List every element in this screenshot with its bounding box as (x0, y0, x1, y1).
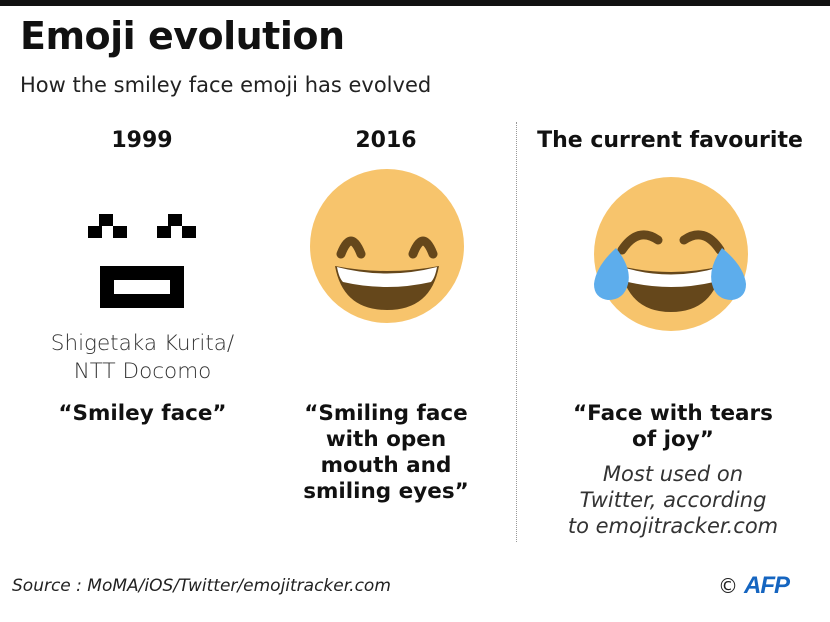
page-subtitle: How the smiley face emoji has evolved (20, 73, 432, 97)
column-divider (516, 122, 517, 542)
note-line: to emojitracker.com (567, 514, 779, 538)
note-line: Twitter, according (579, 488, 767, 512)
credit-line: NTT Docomo (73, 359, 212, 384)
name-line: with open (325, 427, 447, 452)
name-line: “Face with tears (573, 401, 773, 426)
note-line: Most used on (602, 462, 744, 486)
name-line: smiling eyes” (303, 479, 469, 504)
emoji-name-smiling-face: “Smiling face with open mouth and smilin… (282, 401, 490, 505)
column-heading-2016: 2016 (355, 128, 417, 153)
face-with-tears-of-joy-icon (594, 177, 748, 331)
source-credit: Source : MoMA/iOS/Twitter/emojitracker.c… (12, 576, 391, 596)
afp-logo: AFP (744, 572, 790, 599)
column-heading-current-favourite: The current favourite (537, 128, 803, 153)
name-line: “Smiling face (304, 401, 468, 426)
popularity-note: Most used on Twitter, according to emoji… (545, 461, 801, 539)
copyright-icon: © (718, 574, 738, 598)
smiling-face-open-mouth-icon (310, 169, 464, 323)
column-heading-1999: 1999 (111, 128, 173, 153)
credit-line: Shigetaka Kurita/ (50, 331, 235, 356)
name-line: “Smiley face” (58, 401, 227, 426)
emoji-credit: Shigetaka Kurita/ NTT Docomo (20, 330, 265, 386)
emoji-name-smiley-face: “Smiley face” (20, 401, 265, 427)
afp-credit: © AFP (718, 571, 790, 601)
top-rule (0, 0, 830, 6)
name-line: of joy” (632, 427, 714, 452)
name-line: mouth and (320, 453, 452, 478)
pixel-smiley-icon (88, 214, 196, 308)
emoji-name-tears-of-joy: “Face with tears of joy” (548, 401, 798, 453)
page-title: Emoji evolution (20, 14, 345, 58)
